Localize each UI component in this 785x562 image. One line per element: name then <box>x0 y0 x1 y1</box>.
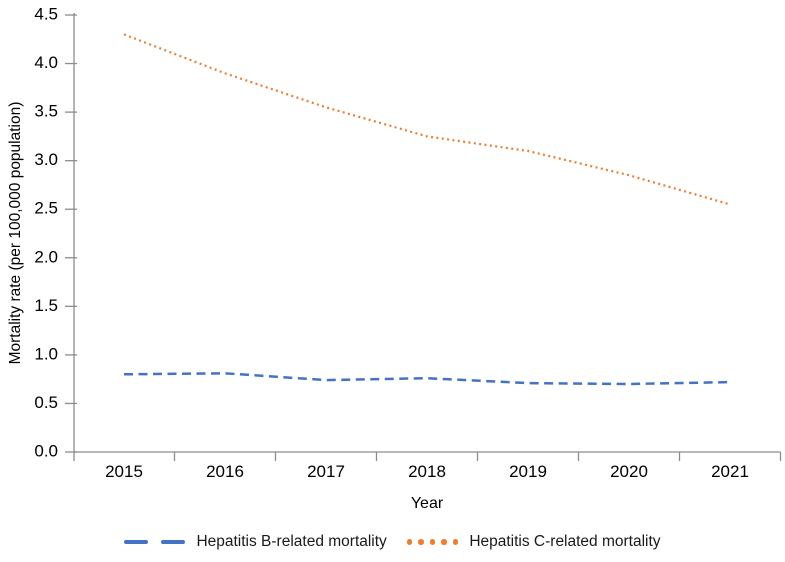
legend-dot <box>418 539 424 545</box>
legend-dot <box>429 539 436 545</box>
y-tick-label: 1.5 <box>34 296 58 315</box>
series-line-hepatitis-c <box>123 33 731 206</box>
legend-label: Hepatitis B-related mortality <box>196 533 387 550</box>
legend-dot <box>452 539 459 545</box>
x-tick-label: 2021 <box>711 462 749 481</box>
x-axis-title: Year <box>410 495 444 512</box>
x-tick-label: 2015 <box>105 462 143 481</box>
y-tick-label: 4.5 <box>34 4 58 23</box>
legend-item: Hepatitis B-related mortality <box>124 533 387 551</box>
dashed-line-marker-icon <box>124 539 186 545</box>
legend-dot <box>406 539 413 545</box>
dotted-line-marker-icon <box>406 539 459 545</box>
legend-dash <box>124 539 149 545</box>
y-tick-label: 0.0 <box>34 441 58 460</box>
legend-label: Hepatitis C-related mortality <box>469 533 661 550</box>
x-tick-label: 2019 <box>509 462 547 481</box>
y-tick-label: 4.0 <box>34 53 58 72</box>
chart-legend: Hepatitis B-related mortality Hepatitis C… <box>0 533 785 551</box>
y-axis-title: Mortality rate (per 100,000 population) <box>7 101 24 365</box>
x-tick-label: 2018 <box>408 462 446 481</box>
x-tick-label: 2016 <box>206 462 244 481</box>
legend-item: Hepatitis C-related mortality <box>406 533 661 551</box>
y-tick-label: 0.5 <box>34 393 58 412</box>
x-tick-label: 2020 <box>610 462 648 481</box>
y-tick-label: 2.5 <box>34 199 58 218</box>
y-tick-label: 2.0 <box>34 247 58 266</box>
x-tick-label: 2017 <box>307 462 345 481</box>
legend-dot <box>441 539 447 545</box>
mortality-trend-chart: 0.0 0.5 1.0 1.5 2.0 2.5 3.0 3.5 4.0 4.5 2015 2016 20… <box>34 4 782 481</box>
series-line-hepatitis-b <box>123 372 731 386</box>
y-tick-label: 3.0 <box>34 150 58 169</box>
y-tick-label: 3.5 <box>34 102 58 121</box>
y-tick-label: 1.0 <box>34 344 58 363</box>
legend-dash <box>161 539 186 545</box>
